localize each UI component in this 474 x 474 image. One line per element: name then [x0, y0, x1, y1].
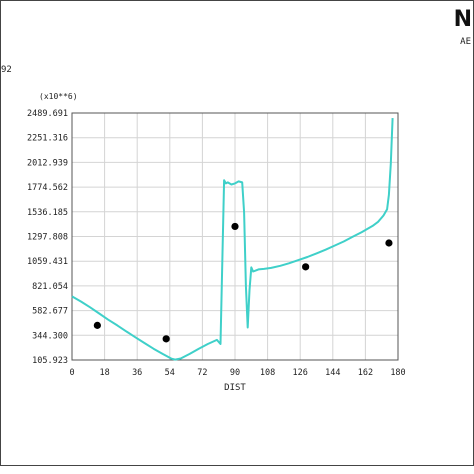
- x-tick-label: 36: [132, 368, 142, 378]
- y-tick-label: 1536.185: [27, 208, 68, 218]
- x-tick-label: 162: [358, 368, 373, 378]
- y-tick-label: 1297.808: [27, 233, 68, 243]
- y-multiplier-label: (x10**6): [39, 92, 78, 101]
- logo-subtitle: AE: [460, 37, 471, 47]
- data-point: [162, 335, 170, 343]
- plot-area: [71, 112, 399, 361]
- x-tick-label: 180: [390, 368, 405, 378]
- data-point: [231, 222, 239, 231]
- series-line: [71, 118, 394, 361]
- data-point: [93, 321, 101, 329]
- x-tick-label: 108: [260, 368, 275, 378]
- header-number: 92: [1, 65, 12, 75]
- x-tick-label: 0: [69, 368, 74, 378]
- x-axis-label: DIST: [224, 383, 246, 393]
- logo: N: [453, 7, 472, 32]
- x-tick-label: 72: [197, 368, 207, 378]
- x-tick-label: 126: [293, 368, 308, 378]
- y-tick-label: 821.054: [32, 282, 68, 292]
- y-tick-label: 105.923: [32, 356, 68, 366]
- x-tick-label: 18: [99, 368, 109, 378]
- x-tick-label: 144: [325, 368, 340, 378]
- y-tick-label: 1059.431: [27, 257, 68, 267]
- y-tick-label: 1774.562: [27, 183, 68, 193]
- data-point: [385, 239, 393, 247]
- y-tick-label: 2012.939: [27, 158, 68, 168]
- y-tick-label: 2251.316: [27, 134, 68, 144]
- y-tick-label: 344.300: [32, 331, 68, 341]
- x-tick-label: 54: [165, 368, 175, 378]
- data-point: [302, 263, 310, 271]
- y-tick-label: 2489.691: [27, 109, 68, 119]
- x-tick-label: 90: [230, 368, 240, 378]
- y-tick-label: 582.677: [32, 307, 68, 317]
